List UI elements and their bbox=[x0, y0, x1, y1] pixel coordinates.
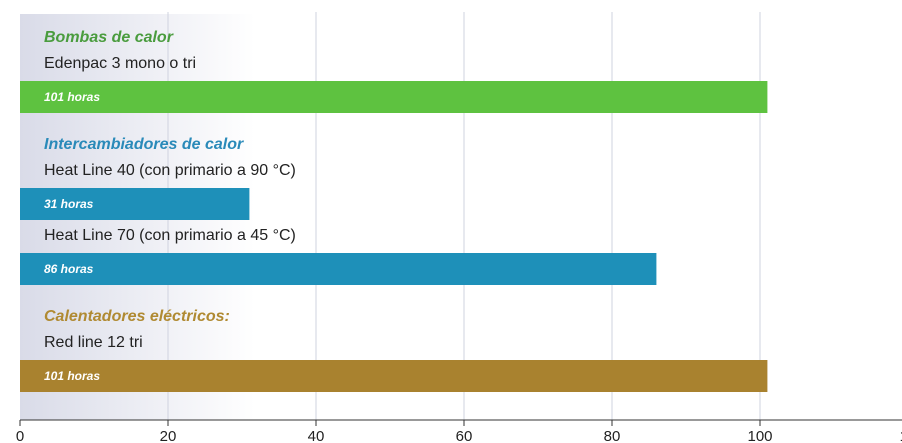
bar bbox=[20, 188, 250, 220]
bars: 101 horas 31 horas 86 horas 101 horas bbox=[20, 81, 768, 392]
bar-label: Heat Line 40 (con primario a 90 °C) bbox=[44, 162, 296, 179]
x-tick-label: 80 bbox=[604, 428, 621, 443]
group-heading: Bombas de calor bbox=[44, 29, 174, 46]
bar-value-label: 101 horas bbox=[44, 90, 100, 104]
bar-label: Heat Line 70 (con primario a 45 °C) bbox=[44, 227, 296, 244]
bar bbox=[20, 360, 768, 392]
bar-label: Edenpac 3 mono o tri bbox=[44, 55, 196, 72]
x-axis-ticks: 0 20 40 60 80 100 12 bbox=[16, 420, 902, 443]
x-tick-label: 100 bbox=[747, 428, 772, 443]
bar bbox=[20, 253, 657, 285]
bar bbox=[20, 81, 768, 113]
bar-value-label: 101 horas bbox=[44, 369, 100, 383]
x-tick-label: 40 bbox=[308, 428, 325, 443]
group-heading: Calentadores eléctricos: bbox=[44, 308, 230, 325]
group-labels: Bombas de calor Edenpac 3 mono o tri Inter… bbox=[44, 29, 296, 351]
bar-value-label: 31 horas bbox=[44, 197, 94, 211]
bar-label: Red line 12 tri bbox=[44, 334, 143, 351]
x-tick-label: 20 bbox=[160, 428, 177, 443]
x-tick-label: 60 bbox=[456, 428, 473, 443]
x-tick-label: 0 bbox=[16, 428, 24, 443]
bar-value-label: 86 horas bbox=[44, 262, 94, 276]
gridlines bbox=[167, 12, 761, 420]
group-heading: Intercambiadores de calor bbox=[44, 136, 244, 153]
x-tick-label: 12 bbox=[900, 428, 902, 443]
